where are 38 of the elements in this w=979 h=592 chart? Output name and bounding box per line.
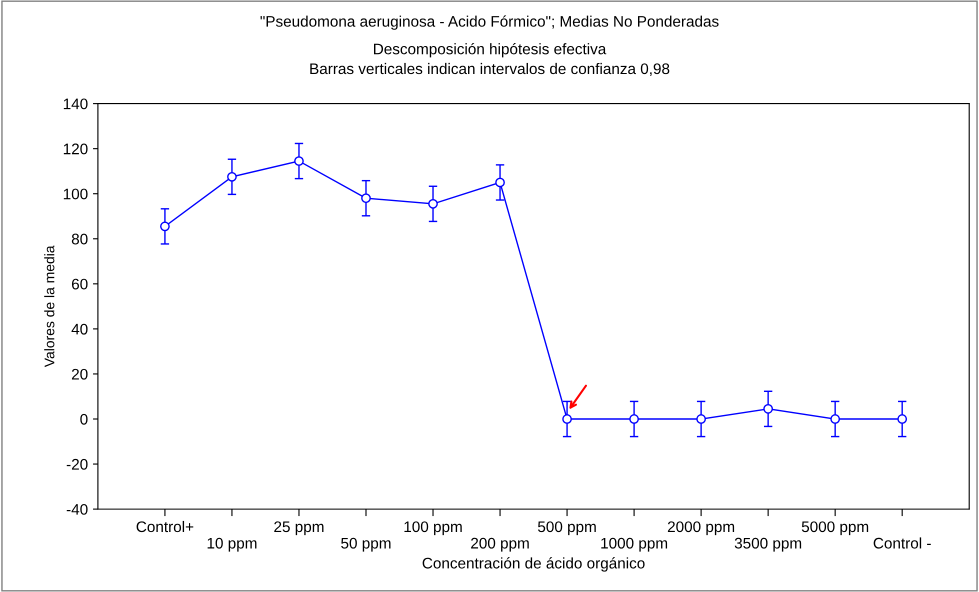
- point: [495, 178, 505, 188]
- x-tick-label: Control -: [874, 537, 931, 549]
- chart-title: "Pseudomona aeruginosa - Acido Fórmico"; Medias No Ponderadas: [260, 15, 719, 30]
- y-tick-label: -20: [66, 458, 88, 470]
- x-axis-title: Concentración de ácido orgánico: [422, 557, 645, 572]
- x-tick-label: 25 ppm: [274, 521, 324, 536]
- y-axis-title: Valores de la media: [44, 245, 54, 368]
- x-tick-label: 5000 ppm: [802, 521, 868, 536]
- y-tick-label: 120: [64, 144, 88, 154]
- point: [227, 172, 237, 182]
- x-tick-label: 1000 ppm: [601, 538, 668, 552]
- chart-subtitle: Descomposición hipótesis efectiva Barras verticales indican intervalos de confianza 0,98: [310, 42, 670, 76]
- y-tick-label: 60: [72, 278, 88, 290]
- y-tick-label: 20: [72, 368, 88, 380]
- point: [830, 414, 840, 424]
- x-tick-label: 2000 ppm: [668, 521, 734, 536]
- y-tick-label: 140: [64, 98, 88, 110]
- x-tick-label: Control+: [136, 520, 194, 532]
- point: [361, 193, 371, 204]
- point: [160, 222, 170, 232]
- x-tick-label: 10 ppm: [208, 538, 256, 552]
- y-tick-label: 40: [72, 324, 88, 335]
- y-tick-label: 80: [72, 234, 88, 244]
- point: [428, 198, 438, 209]
- point: [696, 414, 706, 424]
- y-tick-label: -40: [66, 504, 88, 515]
- x-tick-label: 100 ppm: [404, 521, 462, 536]
- point: [763, 404, 773, 414]
- point: [629, 414, 639, 424]
- x-tick-label: 50 ppm: [341, 538, 390, 552]
- point: [294, 156, 304, 166]
- point: [897, 414, 908, 424]
- x-tick-label: 500 ppm: [538, 521, 596, 536]
- y-tick-label: 100: [64, 188, 88, 200]
- y-tick-label: 0: [80, 414, 88, 425]
- x-tick-label: 3500 ppm: [734, 538, 802, 552]
- x-tick-label: 200 ppm: [471, 538, 529, 552]
- point: [562, 414, 572, 424]
